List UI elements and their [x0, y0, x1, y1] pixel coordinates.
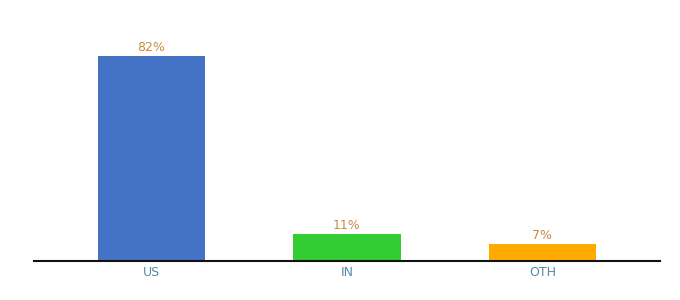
Text: 82%: 82% — [137, 41, 165, 54]
Bar — [293, 234, 401, 261]
Text: 7%: 7% — [532, 229, 552, 242]
Bar — [97, 56, 205, 261]
Bar — [488, 244, 596, 261]
Text: 11%: 11% — [333, 219, 360, 232]
